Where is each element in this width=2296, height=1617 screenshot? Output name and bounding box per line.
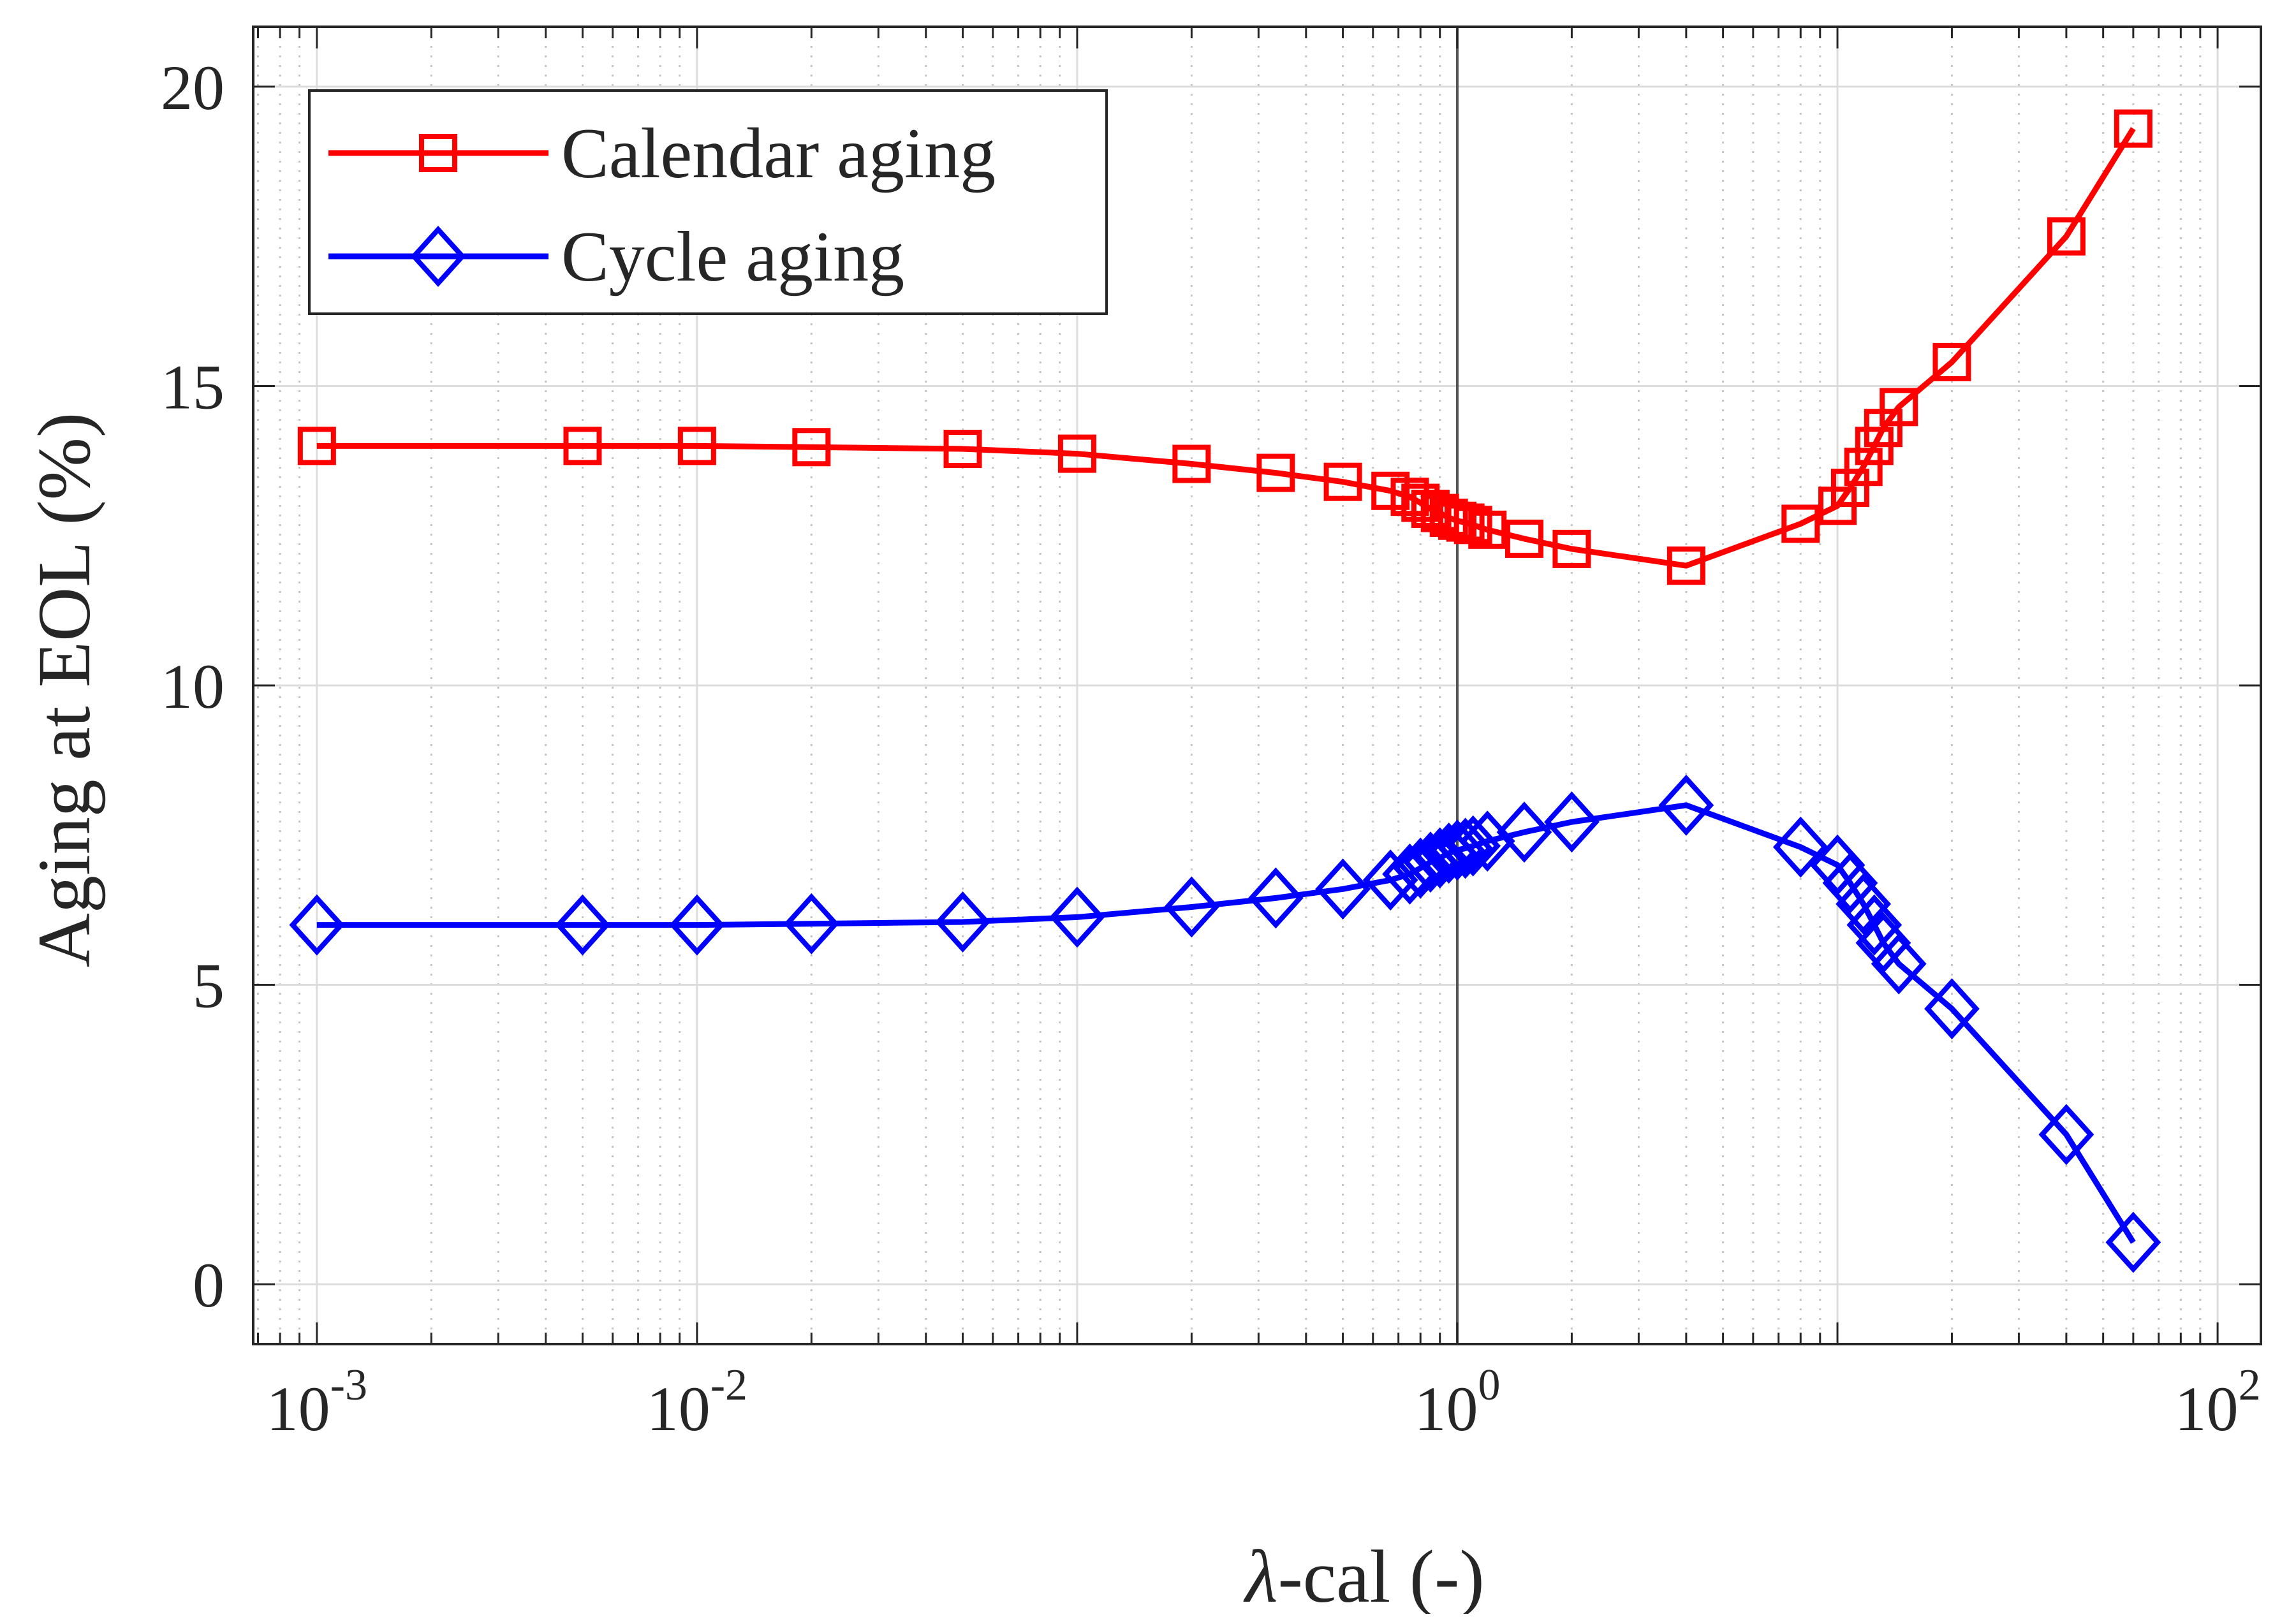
- data-point: [1247, 867, 1304, 929]
- data-point: [1924, 978, 1980, 1040]
- y-tick-label: 5: [193, 951, 224, 1021]
- y-tick-label: 15: [161, 351, 224, 422]
- data-point: [1667, 546, 1705, 585]
- legend-marker: [419, 134, 457, 172]
- data-point: [669, 894, 725, 956]
- data-point: [1412, 827, 1468, 889]
- data-point: [2105, 1211, 2161, 1273]
- x-tick-label: 10-2: [647, 1361, 747, 1444]
- data-point: [1846, 894, 1902, 956]
- data-point: [1871, 933, 1927, 995]
- data-point: [563, 427, 602, 465]
- data-point: [1658, 774, 1714, 836]
- x-axis-title: λ-cal (-): [1243, 1535, 1484, 1614]
- data-point: [1163, 876, 1219, 938]
- data-point: [1323, 462, 1362, 501]
- x-axis-title-symbol: λ: [1243, 1535, 1277, 1614]
- axes-layer: [252, 26, 2262, 1345]
- data-point: [1855, 912, 1911, 974]
- y-tick-label: 10: [161, 651, 224, 722]
- data-point: [297, 427, 336, 465]
- data-point: [1809, 834, 1866, 896]
- data-point: [1468, 510, 1507, 549]
- legend: Calendar aging Cycle aging: [308, 89, 1108, 315]
- series-layer: [289, 109, 2161, 1273]
- data-point: [1544, 791, 1600, 853]
- data-point: [1459, 810, 1515, 872]
- y-tick-label: 0: [193, 1250, 224, 1321]
- series-cycle-aging: [289, 774, 2161, 1273]
- plot-area-frame: [252, 26, 2262, 1345]
- data-point: [2047, 217, 2086, 256]
- legend-marker: [410, 226, 466, 287]
- data-point: [1392, 837, 1448, 899]
- x-axis-title-text: -cal (-): [1277, 1535, 1484, 1614]
- data-point: [1496, 801, 1552, 863]
- data-point: [289, 894, 345, 956]
- data-point: [1830, 469, 1869, 508]
- data-point: [1552, 529, 1591, 568]
- data-point: [792, 428, 831, 467]
- data-point: [555, 894, 610, 956]
- data-point: [783, 893, 839, 955]
- x-tick-label: 100: [1414, 1361, 1500, 1444]
- data-point: [1445, 815, 1501, 877]
- data-point: [1429, 819, 1485, 881]
- data-point: [1880, 388, 1918, 427]
- data-point: [935, 891, 990, 953]
- data-point: [1315, 858, 1371, 920]
- x-tick-label: 102: [2175, 1361, 2261, 1444]
- axis-title-layer: λ-cal (-) Aging at EOL (%): [22, 413, 1485, 1617]
- data-point: [1256, 453, 1295, 492]
- data-point: [1382, 843, 1438, 905]
- y-tick-label: 20: [161, 52, 224, 123]
- data-point: [2114, 109, 2152, 148]
- data-point: [1844, 448, 1883, 487]
- data-point: [1057, 434, 1096, 473]
- data-point: [943, 430, 982, 469]
- data-point: [1505, 519, 1543, 558]
- y-axis-title: Aging at EOL (%): [22, 413, 106, 968]
- data-point: [1822, 852, 1878, 914]
- data-point: [677, 427, 716, 465]
- tick-label-layer: 0 5 10 15 20 10-3 10-2 100 102: [161, 52, 2261, 1444]
- data-point: [1362, 849, 1418, 911]
- data-point: [1049, 886, 1105, 948]
- data-point: [1371, 471, 1410, 510]
- x-tick-label: 10-3: [267, 1361, 367, 1444]
- legend-label: Calendar aging: [561, 114, 996, 193]
- series-calendar-aging: [297, 109, 2152, 585]
- data-point: [2038, 1104, 2094, 1166]
- legend-label: Cycle aging: [561, 217, 904, 296]
- data-point: [1172, 444, 1211, 483]
- data-point: [1932, 342, 1971, 381]
- data-point: [1438, 817, 1494, 879]
- data-point: [1781, 504, 1820, 543]
- data-point: [1836, 873, 1892, 935]
- data-point: [1772, 816, 1829, 878]
